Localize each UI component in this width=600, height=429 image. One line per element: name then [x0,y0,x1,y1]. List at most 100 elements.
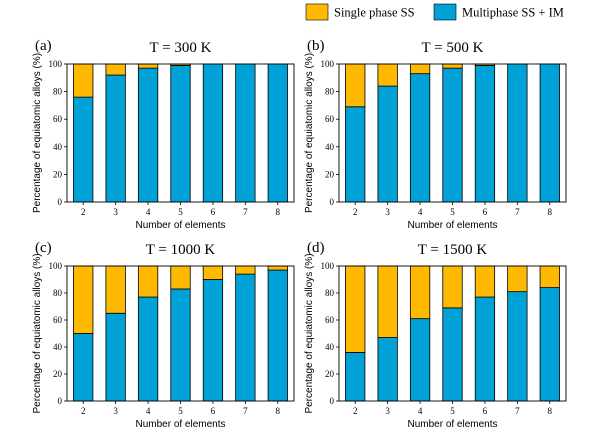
legend: Single phase SS Multiphase SS + IM [305,3,564,21]
y-axis-title: Percentage of equiatomic alloys (%) [304,53,315,213]
x-tick-label: 5 [178,406,183,416]
x-tick-label: 2 [353,406,358,416]
bar-single-phase-8 [267,265,288,271]
bar-single-phase-5 [442,265,463,309]
bar-multiphase-6 [202,63,224,203]
bar-multiphase-5 [442,67,463,203]
bar-multiphase-3 [377,337,398,402]
x-tick-label: 4 [418,207,423,217]
x-tick-label: 8 [276,207,281,217]
plot-frame [338,63,567,203]
bar-single-phase-8 [539,265,560,289]
y-tick-label: 0 [58,396,63,406]
legend-swatch-multiphase [433,3,457,21]
x-tick-label: 7 [515,207,520,217]
panel-label: (a) [35,38,52,54]
y-tick-label: 80 [325,87,335,97]
bar-multiphase-7 [507,291,528,402]
bar-multiphase-4 [409,318,431,402]
x-tick-label: 7 [243,207,248,217]
bar-single-phase-7 [507,265,528,293]
bar-multiphase-3 [377,85,398,203]
y-tick-label: 80 [53,87,63,97]
x-tick-label: 3 [113,207,118,217]
x-tick-label: 6 [483,406,488,416]
y-tick-label: 40 [325,342,335,352]
bar-single-phase-3 [377,63,398,87]
bar-single-phase-4 [409,63,431,75]
bar-multiphase-5 [170,64,191,203]
plot-frame [66,265,295,402]
y-tick-label: 100 [49,261,63,271]
bar-multiphase-5 [442,307,463,402]
bar-single-phase-2 [345,265,366,353]
x-tick-label: 4 [418,406,423,416]
y-tick-label: 60 [325,114,335,124]
panel-label: (d) [307,240,325,256]
panel-title: T = 500 K [422,40,484,56]
bar-multiphase-6 [474,296,496,402]
y-tick-label: 100 [321,59,335,69]
y-tick-label: 60 [53,114,63,124]
bar-multiphase-5 [170,288,191,402]
legend-label-multiphase: Multiphase SS + IM [462,6,564,20]
y-tick-label: 80 [53,288,63,298]
panel-label: (c) [35,240,52,256]
y-tick-label: 100 [321,261,335,271]
x-tick-label: 2 [81,406,86,416]
bar-single-phase-7 [235,265,256,275]
x-tick-label: 2 [353,207,358,217]
y-tick-label: 20 [325,169,335,179]
x-tick-label: 4 [146,207,151,217]
legend-label-single-phase: Single phase SS [334,6,415,20]
bar-single-phase-3 [105,265,126,314]
x-tick-label: 3 [385,406,390,416]
bar-multiphase-7 [235,63,256,203]
bar-multiphase-7 [507,63,528,203]
bar-multiphase-8 [267,269,288,402]
y-tick-label: 20 [53,369,63,379]
bar-multiphase-6 [202,279,224,402]
x-axis-title: Number of elements [135,220,225,231]
bar-single-phase-2 [345,63,366,108]
y-tick-label: 20 [325,369,335,379]
x-axis-title: Number of elements [135,419,225,429]
bar-multiphase-4 [137,67,159,203]
x-tick-label: 5 [450,207,455,217]
bar-multiphase-3 [105,74,126,203]
y-axis-title: Percentage of equiatomic alloys (%) [304,253,315,413]
x-tick-label: 8 [276,406,281,416]
bar-multiphase-8 [539,63,560,203]
x-tick-label: 5 [450,406,455,416]
bar-multiphase-2 [73,96,94,203]
bar-multiphase-7 [235,273,256,402]
bar-multiphase-2 [345,106,366,203]
x-tick-label: 6 [483,207,488,217]
bar-single-phase-6 [474,265,496,298]
panel-title: T = 1500 K [418,242,488,258]
bar-single-phase-2 [73,265,94,334]
bar-single-phase-4 [409,265,431,320]
bar-single-phase-3 [105,63,126,76]
bar-multiphase-2 [345,351,366,402]
panel-title: T = 300 K [150,40,212,56]
y-axis-title: Percentage of equiatomic alloys (%) [32,253,43,413]
bar-single-phase-2 [73,63,94,98]
plot-frame [338,265,567,402]
y-tick-label: 40 [53,142,63,152]
panel-label: (b) [307,38,325,54]
x-tick-label: 6 [211,207,216,217]
x-tick-label: 8 [548,207,553,217]
bar-multiphase-4 [137,296,159,402]
bar-single-phase-4 [137,63,159,69]
x-tick-label: 3 [385,207,390,217]
y-tick-label: 80 [325,288,335,298]
bar-multiphase-3 [105,312,126,402]
bar-single-phase-6 [202,265,224,280]
x-axis-title: Number of elements [407,220,497,231]
